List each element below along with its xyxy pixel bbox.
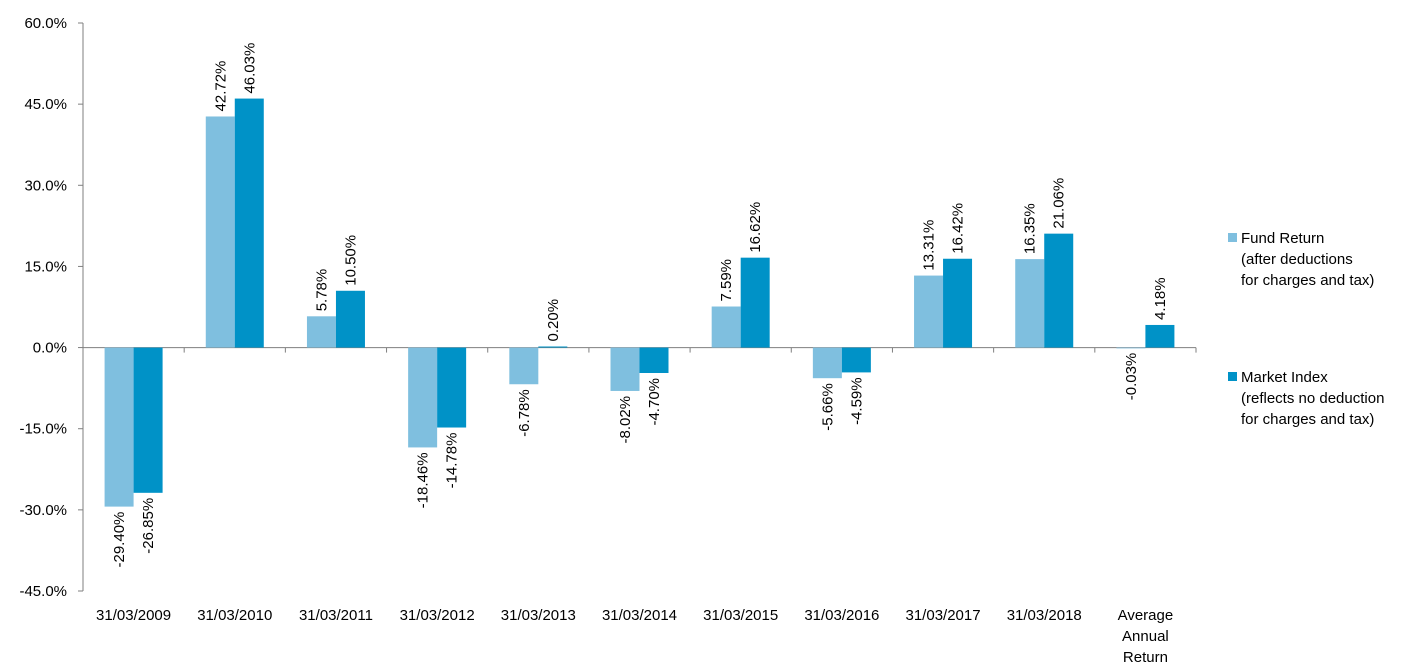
- fund-return-legend-label: Fund Return (after deductions for charges …: [1241, 230, 1374, 289]
- y-tick-label: 45.0%: [24, 96, 67, 113]
- bars: [104, 98, 1175, 507]
- market-index-bar: [1145, 324, 1175, 348]
- market-index-data-label: 21.06%: [1051, 178, 1068, 229]
- fund-return-data-label: -6.78%: [516, 389, 533, 437]
- fund-return-data-label: -8.02%: [617, 396, 634, 444]
- market-index-data-label: 46.03%: [241, 43, 258, 94]
- y-tick-label: 60.0%: [24, 15, 67, 32]
- market-index-data-label: 10.50%: [342, 235, 359, 286]
- fund-return-bar: [509, 347, 539, 385]
- market-index-data-label: 0.20%: [545, 299, 562, 342]
- y-axis: 60.0% 45.0% 30.0% 15.0% 0.0% -15.0% -30.0% -45.…: [19, 15, 84, 600]
- fund-return-data-label: 13.31%: [921, 220, 938, 271]
- x-tick-label: 31/03/2014: [602, 607, 677, 624]
- fund-return-data-label: 5.78%: [313, 269, 330, 312]
- fund-return-data-label: -5.66%: [819, 383, 836, 431]
- fund-return-bar: [914, 275, 944, 348]
- x-axis: 31/03/2009 31/03/2010 31/03/2011 31/03/2012…: [82, 347, 1197, 666]
- fund-return-bar: [711, 306, 741, 348]
- fund-return-data-label: -18.46%: [415, 452, 432, 508]
- data-labels: -29.40% 42.72% 5.78% -18.46% -6.78% -8.02% 7.5…: [111, 43, 1169, 568]
- x-tick-label: 31/03/2016: [804, 607, 879, 624]
- y-tick-label: 30.0%: [24, 177, 67, 194]
- market-index-bar: [234, 98, 264, 348]
- market-index-bar: [841, 347, 871, 373]
- fund-return-data-label: -29.40%: [111, 512, 128, 568]
- market-index-legend-label: Market Index (reflects no deduction for ch…: [1241, 369, 1384, 428]
- y-tick-label: 0.0%: [33, 340, 67, 357]
- x-tick-label: 31/03/2013: [501, 607, 576, 624]
- fund-return-bar: [812, 347, 842, 379]
- market-index-bar: [639, 347, 669, 373]
- market-index-bar: [133, 347, 163, 493]
- fund-return-data-label: 42.72%: [212, 61, 229, 112]
- fund-return-bar: [1015, 259, 1045, 348]
- x-tick-label: 31/03/2018: [1007, 607, 1082, 624]
- market-index-data-label: 16.62%: [747, 202, 764, 253]
- y-tick-label: 15.0%: [24, 258, 67, 275]
- market-index-bar: [437, 347, 467, 428]
- market-index-data-label: 16.42%: [950, 203, 967, 254]
- fund-return-bar: [1116, 347, 1146, 349]
- fund-return-data-label: -0.03%: [1123, 353, 1140, 401]
- market-index-bar: [538, 346, 568, 348]
- fund-return-legend-swatch: [1228, 233, 1237, 242]
- market-index-bar: [740, 257, 770, 348]
- x-tick-label: 31/03/2015: [703, 607, 778, 624]
- legend: Fund Return (after deductions for charges …: [1228, 230, 1384, 428]
- market-index-data-label: 4.18%: [1152, 277, 1169, 320]
- y-tick-label: -45.0%: [19, 583, 67, 600]
- x-tick-label: 31/03/2012: [400, 607, 475, 624]
- fund-return-data-label: 16.35%: [1022, 203, 1039, 254]
- market-index-data-label: -26.85%: [140, 498, 157, 554]
- market-index-bar: [943, 258, 973, 348]
- fund-return-bar: [104, 347, 134, 507]
- fund-return-bar: [610, 347, 640, 391]
- y-tick-label: -15.0%: [19, 421, 67, 438]
- x-tick-label: 31/03/2009: [96, 607, 171, 624]
- x-tick-label: Average Annual Return: [1118, 607, 1174, 666]
- x-tick-label: 31/03/2017: [906, 607, 981, 624]
- y-tick-label: -30.0%: [19, 502, 67, 519]
- market-index-data-label: -14.78%: [444, 433, 461, 489]
- market-index-data-label: -4.59%: [848, 377, 865, 425]
- fund-return-bar: [306, 316, 336, 348]
- fund-return-data-label: 7.59%: [718, 259, 735, 302]
- x-tick-label: 31/03/2010: [197, 607, 272, 624]
- market-index-legend-swatch: [1228, 372, 1237, 381]
- market-index-bar: [1044, 233, 1074, 348]
- x-tick-label: 31/03/2011: [299, 607, 373, 624]
- market-index-bar: [335, 290, 365, 348]
- fund-return-bar: [408, 347, 438, 448]
- market-index-data-label: -4.70%: [646, 378, 663, 426]
- fund-return-bar: [205, 116, 235, 348]
